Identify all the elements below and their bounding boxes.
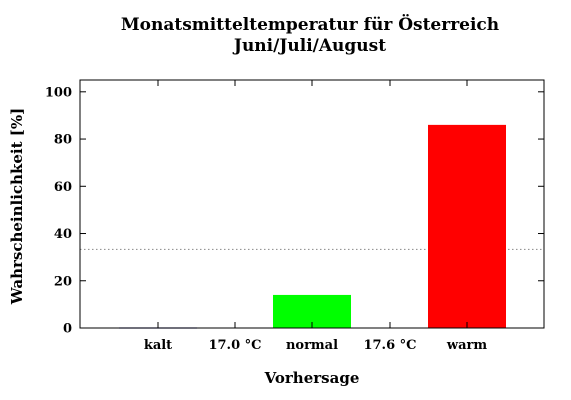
y-tick-label: 80: [54, 133, 72, 148]
y-axis-label: Wahrscheinlichkeit [%]: [8, 108, 26, 305]
threshold-label-2: 17.6 °C: [363, 338, 416, 353]
y-tick-label: 0: [63, 322, 72, 337]
y-tick-label: 40: [54, 227, 72, 242]
x-tick-label-normal: normal: [286, 338, 338, 353]
plot-area: kalt normal warm 17.0 °C 17.6 °C 0 20 40 60 80 100: [45, 79, 545, 353]
y-tick-label: 100: [45, 85, 72, 100]
bar-warm: [428, 124, 506, 328]
x-tick-label-kalt: kalt: [144, 338, 172, 353]
y-tick-label: 20: [54, 274, 72, 289]
chart-title: Monatsmitteltemperatur für Österreich: [121, 14, 499, 35]
x-tick-label-warm: warm: [446, 338, 487, 353]
y-tick-label: 60: [54, 180, 72, 195]
threshold-label-1: 17.0 °C: [208, 338, 261, 353]
chart-subtitle: Juni/Juli/August: [232, 36, 386, 56]
x-axis-label: Vorhersage: [264, 369, 360, 387]
